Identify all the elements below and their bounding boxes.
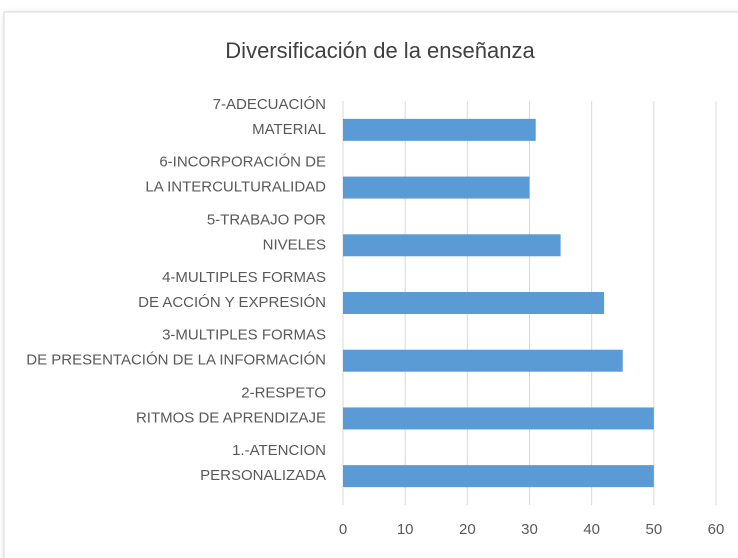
bar (343, 176, 530, 199)
y-tick-label-line: RITMOS DE APRENDIZAJE (136, 409, 326, 426)
bar (343, 234, 561, 257)
x-tick-label: 20 (459, 521, 476, 538)
y-tick-label-line: 4-MULTIPLES FORMAS (162, 269, 326, 286)
bar (343, 118, 536, 141)
y-tick-label-line: MATERIAL (252, 121, 326, 138)
y-tick-label-line: 3-MULTIPLES FORMAS (162, 327, 326, 344)
y-tick-label: 5-TRABAJO POR NIVELES (207, 211, 326, 253)
x-tick-label: 50 (645, 521, 662, 538)
y-tick-label-line: PERSONALIZADA (200, 467, 326, 484)
y-tick-label-line: LA INTERCULTURALIDAD (145, 179, 326, 196)
y-tick-label-line: DE PRESENTACIÓN DE LA INFORMACIÓN (26, 352, 326, 369)
bar (343, 407, 654, 430)
y-tick-label-line: 5-TRABAJO POR (207, 211, 326, 228)
y-tick-label: 3-MULTIPLES FORMAS DE PRESENTACIÓN DE LA … (26, 327, 326, 369)
y-tick-label: 6-INCORPORACIÓN DE LA INTERCULTURALIDAD (145, 154, 326, 196)
y-tick-label-line: NIVELES (263, 236, 326, 253)
y-tick-label: 2-RESPETO RITMOS DE APRENDIZAJE (136, 384, 326, 426)
y-tick-label: 1.-ATENCION PERSONALIZADA (200, 442, 326, 484)
x-tick-label: 0 (339, 521, 347, 538)
bar (343, 349, 623, 372)
x-tick-label: 30 (521, 521, 538, 538)
x-tick-label: 10 (397, 521, 414, 538)
y-tick-label-line: DE ACCIÓN Y EXPRESIÓN (138, 294, 326, 311)
chart-title: Diversificación de la enseñanza (225, 38, 535, 63)
y-tick-label-line: 2-RESPETO (241, 384, 326, 401)
x-tick-label: 60 (708, 521, 725, 538)
x-tick-label: 40 (583, 521, 600, 538)
bar (343, 292, 605, 314)
y-tick-label: 4-MULTIPLES FORMAS DE ACCIÓN Y EXPRESIÓN (138, 269, 326, 311)
bar (343, 465, 654, 488)
y-tick-label-line: 6-INCORPORACIÓN DE (159, 154, 326, 171)
y-tick-label: 7-ADECUACIÓN MATERIAL (213, 96, 326, 138)
y-tick-label-line: 7-ADECUACIÓN (213, 96, 326, 113)
y-tick-label-line: 1.-ATENCION (232, 442, 326, 459)
